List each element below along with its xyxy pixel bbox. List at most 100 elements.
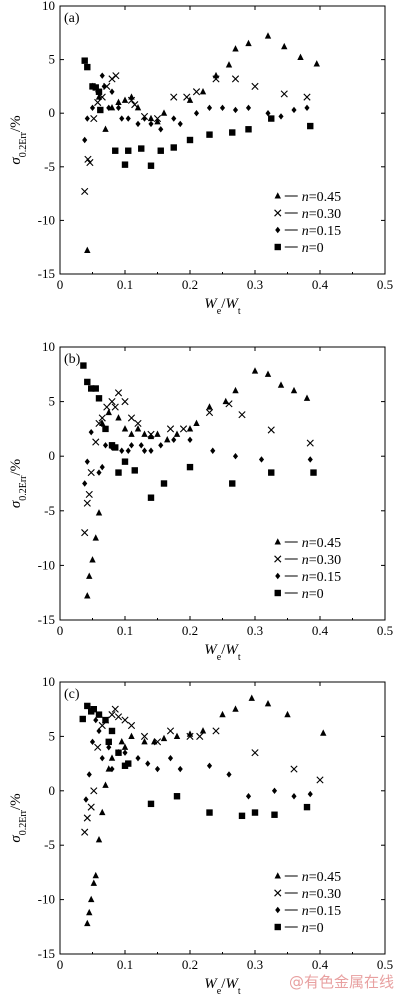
data-point — [102, 716, 109, 724]
data-point — [193, 419, 200, 426]
legend-marker — [274, 872, 281, 879]
data-point — [154, 117, 161, 125]
data-point — [179, 425, 188, 433]
data-point — [147, 430, 155, 438]
data-point — [99, 754, 105, 762]
data-point — [125, 447, 131, 454]
data-point — [125, 760, 132, 767]
chart-panel-2: 0 0.1 0.2 0.3 0.4 0.5 -15 -10 -5 0 5 10 (b) We/Wt σ0.2… — [8, 339, 393, 663]
data-point — [92, 438, 100, 446]
data-point — [80, 362, 87, 369]
series-triangle — [84, 694, 327, 927]
legend-label: n=0.30 — [302, 207, 341, 222]
data-point — [84, 63, 91, 71]
data-point — [115, 749, 122, 756]
data-point — [177, 120, 183, 128]
data-point — [121, 458, 129, 465]
y-tick-label: 10 — [42, 339, 55, 354]
data-point — [92, 84, 99, 91]
data-point — [271, 787, 278, 794]
data-point — [109, 765, 115, 773]
legend-label: n=0 — [302, 241, 324, 256]
data-point — [141, 738, 148, 745]
data-point — [108, 727, 116, 735]
data-point — [196, 732, 204, 740]
data-point — [87, 803, 95, 811]
data-point — [128, 442, 135, 449]
x-tick-label: 0.3 — [247, 623, 263, 638]
data-point — [251, 82, 259, 90]
data-point — [206, 131, 213, 138]
data-point — [115, 98, 122, 106]
data-point — [166, 727, 175, 735]
data-point — [245, 793, 252, 800]
data-point — [135, 754, 141, 762]
data-point — [226, 771, 232, 778]
legend-label: n=0.45 — [302, 536, 341, 551]
data-point — [128, 732, 135, 739]
data-point — [121, 743, 129, 750]
data-point — [306, 439, 314, 447]
data-point — [278, 113, 284, 120]
y-tick-label: -5 — [44, 159, 55, 174]
data-point — [231, 75, 240, 83]
data-point — [199, 87, 207, 95]
data-point — [95, 395, 103, 402]
y-tick-label: 10 — [42, 0, 55, 13]
data-point — [303, 394, 311, 401]
series-cross — [81, 389, 314, 537]
data-point — [92, 534, 99, 541]
legend-marker — [274, 555, 282, 563]
x-tick-label: 0.4 — [312, 957, 329, 972]
series-cross — [81, 705, 324, 836]
data-point — [121, 425, 129, 432]
data-point — [89, 738, 96, 746]
data-point — [147, 800, 155, 808]
y-tick-label: -15 — [38, 266, 55, 281]
data-point — [90, 787, 98, 795]
data-point — [271, 811, 278, 818]
data-point — [225, 400, 233, 408]
data-point — [291, 106, 297, 114]
data-point — [264, 370, 272, 377]
data-point — [232, 45, 239, 52]
data-point — [307, 456, 313, 463]
x-tick-label: 0.1 — [117, 277, 133, 292]
data-point — [115, 104, 122, 112]
data-point — [284, 710, 291, 718]
data-point — [122, 749, 128, 756]
y-tick-label: -5 — [44, 837, 55, 852]
panel-label: (a) — [64, 11, 80, 26]
data-point — [82, 136, 88, 144]
legend-label: n=0.30 — [302, 887, 341, 902]
data-point — [212, 75, 220, 83]
legend-marker — [274, 192, 281, 199]
data-point — [94, 743, 102, 751]
data-point — [153, 738, 162, 746]
legend-label: n=0.45 — [302, 870, 341, 885]
data-point — [267, 426, 275, 434]
data-point — [138, 145, 145, 152]
data-point — [277, 381, 285, 388]
data-point — [258, 456, 265, 463]
data-point — [160, 734, 168, 742]
data-point — [232, 106, 239, 114]
legend-marker — [274, 923, 281, 931]
legend-marker — [275, 572, 281, 580]
data-point — [84, 458, 90, 465]
data-point — [313, 60, 320, 67]
data-point — [84, 246, 91, 253]
data-point — [138, 442, 144, 449]
data-point — [251, 367, 259, 374]
data-point — [173, 430, 181, 437]
data-point — [79, 715, 86, 723]
series-triangle — [84, 32, 320, 253]
legend-marker — [274, 589, 281, 597]
data-point — [186, 425, 194, 432]
data-point — [121, 762, 129, 769]
data-point — [303, 803, 311, 811]
data-point — [90, 706, 97, 713]
x-tick-label: 0.5 — [377, 277, 393, 292]
x-tick-label: 0.3 — [247, 277, 263, 292]
legend-marker — [274, 243, 281, 251]
